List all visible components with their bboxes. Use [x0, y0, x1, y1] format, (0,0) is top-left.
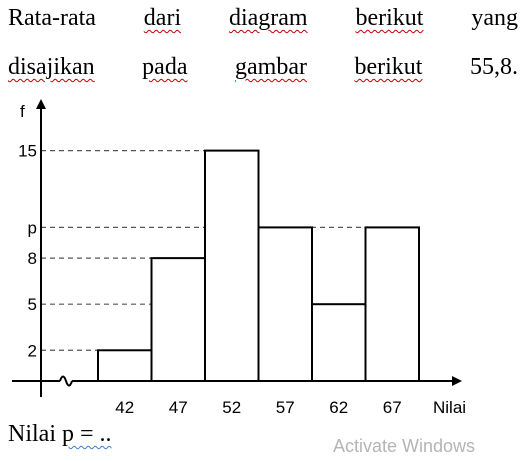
y-tick-label: 2	[28, 341, 37, 360]
paragraph-line-2: disajikan pada gambar berikut 55,8.	[8, 55, 518, 79]
word: gambar	[235, 54, 307, 80]
y-tick-label: 8	[28, 249, 37, 268]
x-tick-label: 67	[383, 398, 402, 417]
y-axis-arrow	[36, 99, 46, 109]
word: diagram	[228, 5, 308, 31]
histogram-bar	[150, 257, 206, 382]
x-axis-arrow	[452, 376, 462, 386]
question-word: p = ..	[62, 421, 112, 447]
word: Rata-rata	[8, 5, 96, 31]
word: berikut	[355, 5, 424, 31]
x-tick-label: 57	[276, 398, 295, 417]
question-word: Nilai	[8, 421, 56, 447]
paragraph-line-1: Rata-rata dari diagram berikut yang	[8, 6, 518, 30]
word: dari	[143, 5, 182, 31]
word: pada	[142, 54, 188, 80]
histogram-bar	[204, 149, 260, 382]
word: yang	[471, 5, 518, 31]
question-text: Nilai p = ..	[8, 421, 112, 448]
histogram-bar	[97, 349, 153, 382]
x-axis-label: Nilai	[433, 398, 466, 417]
x-tick-label: 52	[222, 398, 241, 417]
axis-break-mark	[59, 375, 73, 387]
x-tick-label: 42	[115, 398, 134, 417]
histogram-bar	[311, 303, 367, 383]
histogram-bar	[257, 226, 313, 382]
y-axis-label: f	[20, 102, 25, 121]
activate-windows-watermark: Activate Windows	[333, 436, 476, 456]
word: berikut	[354, 54, 423, 80]
x-tick-label: 47	[169, 398, 188, 417]
x-tick-label: 62	[329, 398, 348, 417]
word: 55,8.	[469, 54, 518, 80]
histogram-bar	[364, 226, 420, 382]
y-tick-label: p	[28, 218, 37, 237]
y-tick-label: 15	[18, 142, 37, 161]
y-tick-label: 5	[28, 295, 37, 314]
word: disajikan	[8, 54, 95, 80]
